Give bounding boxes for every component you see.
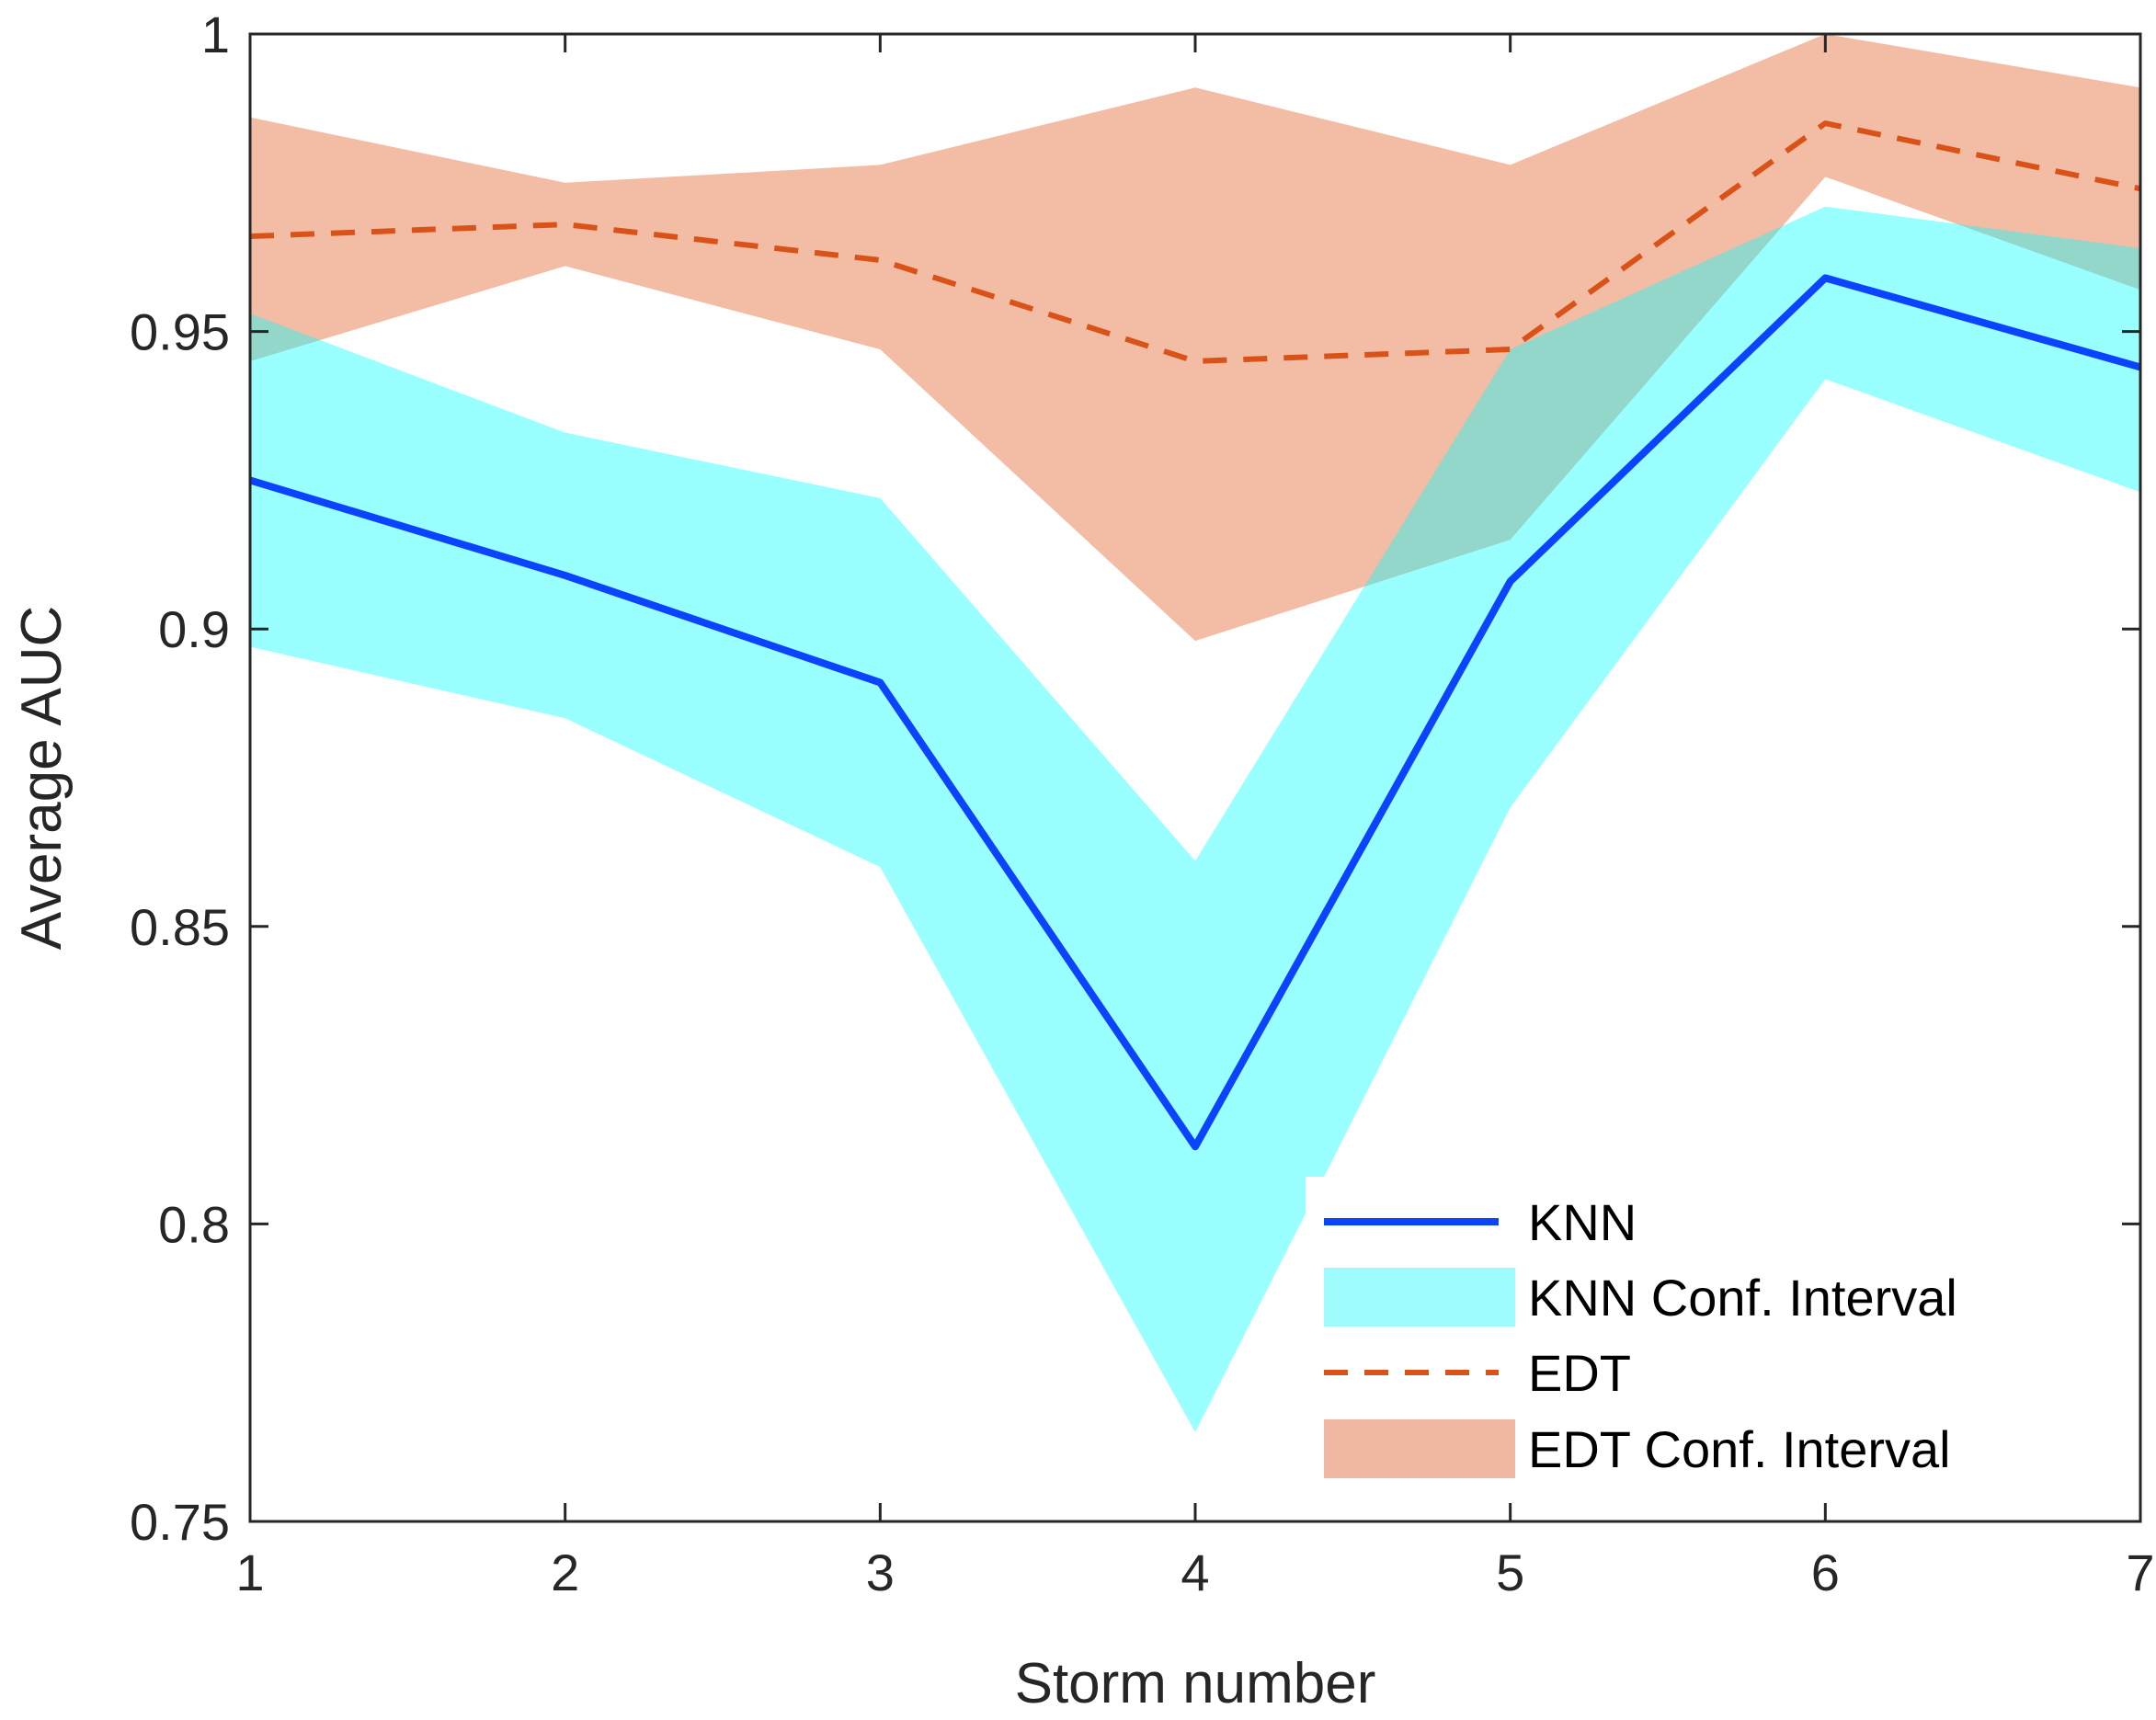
band-edt-conf-interval xyxy=(250,34,2140,642)
axis-ticks xyxy=(248,32,2142,1523)
legend-swatch-knn-conf-interval xyxy=(1324,1268,1515,1327)
confidence-bands xyxy=(250,34,2140,1432)
x-axis-label: Storm number xyxy=(1015,1652,1376,1715)
x-tick-label: 4 xyxy=(1181,1543,1209,1601)
legend-label: KNN Conf. Interval xyxy=(1528,1269,1957,1327)
tick-labels: 1 2 3 4 5 6 7 0.75 0.8 0.85 0.9 0.95 1 xyxy=(130,6,2155,1601)
legend-label: EDT Conf. Interval xyxy=(1528,1420,1951,1478)
x-tick-label: 7 xyxy=(2126,1543,2154,1601)
y-tick-label: 0.75 xyxy=(130,1493,230,1551)
series-line-knn xyxy=(248,274,2142,1151)
y-tick-label: 0.9 xyxy=(158,600,230,658)
x-tick-label: 5 xyxy=(1496,1543,1524,1601)
y-tick-label: 0.8 xyxy=(158,1195,230,1253)
legend: KNN KNN Conf. Interval EDT EDT Conf. Interv… xyxy=(1306,1177,2041,1494)
series-line-edt xyxy=(249,120,2141,364)
x-tick-label: 2 xyxy=(551,1543,579,1601)
legend-label: KNN xyxy=(1528,1193,1637,1251)
legend-swatch-edt-conf-interval xyxy=(1324,1419,1515,1478)
y-tick-label: 0.95 xyxy=(130,303,230,361)
x-tick-label: 6 xyxy=(1811,1543,1840,1601)
series-lines xyxy=(248,120,2142,1151)
y-tick-label: 0.85 xyxy=(130,898,230,956)
band-knn-conf-interval xyxy=(250,206,2140,1432)
x-tick-label: 1 xyxy=(235,1543,264,1601)
y-tick-label: 1 xyxy=(201,6,230,63)
x-tick-label: 3 xyxy=(866,1543,895,1601)
legend-label: EDT xyxy=(1528,1344,1631,1402)
y-axis-label: Average AUC xyxy=(10,606,74,951)
